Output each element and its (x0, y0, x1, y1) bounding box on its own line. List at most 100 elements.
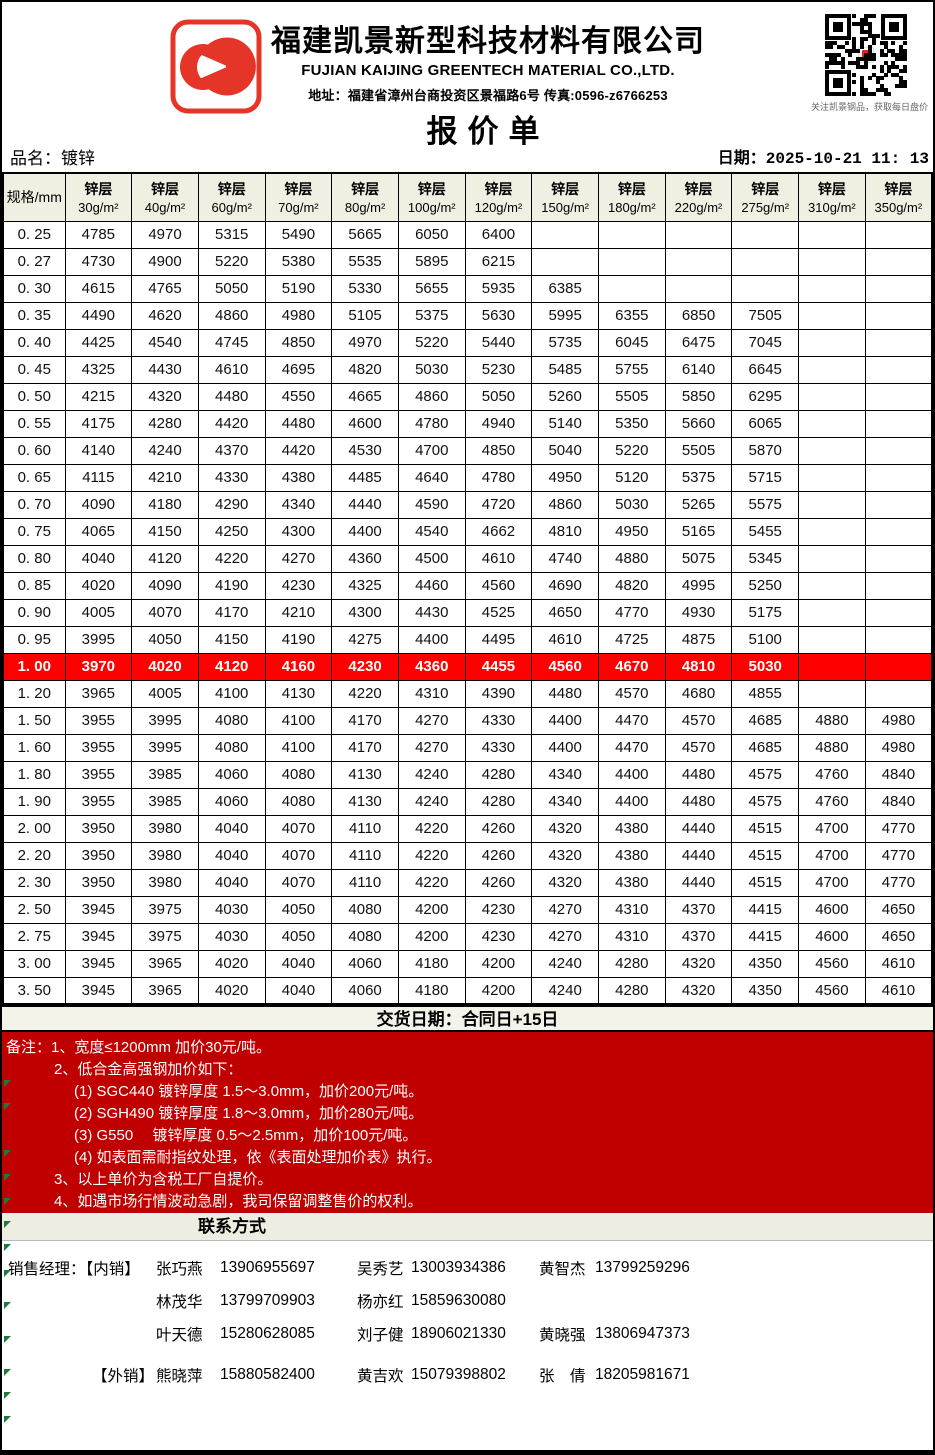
price-cell: 4765 (131, 274, 199, 303)
price-cell: 4350 (731, 976, 800, 1005)
price-cell: 5630 (464, 301, 533, 330)
price-cell: 5190 (264, 274, 333, 303)
spec-cell: 1. 60 (2, 733, 66, 762)
price-cell: 5375 (664, 463, 733, 492)
price-cell: 4240 (531, 976, 599, 1005)
price-cell: 4950 (531, 463, 599, 492)
note-line: 4、如遇市场行情波动急剧，我司保留调整售价的权利。 (54, 1193, 423, 1210)
contact-name: 吴秀艺 (357, 1260, 404, 1278)
price-cell: 4785 (64, 220, 133, 249)
price-cell: 3955 (64, 760, 133, 789)
price-cell: 5715 (731, 463, 800, 492)
price-cell: 5030 (397, 355, 466, 384)
price-cell: 4370 (664, 922, 733, 951)
price-cell: 5345 (731, 544, 800, 573)
spec-cell: 0. 45 (2, 355, 66, 384)
price-cell: 4440 (664, 814, 733, 843)
price-cell: 4070 (131, 598, 199, 627)
price-cell: 6385 (531, 274, 599, 303)
price-cell: 4250 (197, 517, 266, 546)
table-row: 0. 70 4090 4180 4290 4340 4440 4590 4720 4860 503… (2, 490, 933, 519)
price-cell: 5350 (598, 409, 666, 438)
price-cell: 4320 (531, 814, 599, 843)
price-cell: 4970 (131, 220, 199, 249)
quote-date: 日期：2025-10-21 11: 13 (717, 150, 929, 168)
spec-cell: 0. 65 (2, 463, 66, 492)
price-cell: 4080 (197, 706, 266, 735)
price-cell: 4040 (64, 544, 133, 573)
table-row: 1. 20 3965 4005 4100 4130 4220 4310 4390 4480 457… (2, 679, 933, 708)
price-cell: 3965 (131, 949, 199, 978)
table-row: 0. 65 4115 4210 4330 4380 4485 4640 4780 4950 512… (2, 463, 933, 492)
price-cell: 4170 (331, 706, 399, 735)
price-cell: 4200 (464, 949, 533, 978)
price-cell: 4380 (598, 814, 666, 843)
price-cell (798, 301, 866, 330)
contact-name: 刘子健 (357, 1326, 404, 1344)
coating-column-header: 锌层 70g/m² (264, 172, 333, 222)
price-cell: 4070 (264, 814, 333, 843)
price-cell: 4230 (464, 895, 533, 924)
contact-phone: 18906021330 (411, 1324, 506, 1342)
price-cell: 4210 (131, 463, 199, 492)
price-cell: 4480 (531, 679, 599, 708)
price-cell: 4360 (397, 652, 466, 681)
price-cell: 4080 (331, 922, 399, 951)
spec-cell: 1. 90 (2, 787, 66, 816)
price-cell: 5030 (731, 652, 800, 681)
price-cell: 4840 (864, 787, 933, 816)
table-row: 3. 00 3945 3965 4020 4040 4060 4180 4200 4240 428… (2, 949, 933, 978)
price-cell (864, 301, 933, 330)
table-row: 1. 60 3955 3995 4080 4100 4170 4270 4330 4400 447… (2, 733, 933, 762)
table-row: 0. 50 4215 4320 4480 4550 4665 4860 5050 5260 550… (2, 382, 933, 411)
price-cell: 4850 (264, 328, 333, 357)
price-cell: 4600 (331, 409, 399, 438)
row-marker-icon (4, 1150, 11, 1157)
price-cell: 4240 (397, 787, 466, 816)
price-cell (864, 382, 933, 411)
price-cell: 5230 (464, 355, 533, 384)
table-row: 0. 90 4005 4070 4170 4210 4300 4430 4525 4650 477… (2, 598, 933, 627)
price-cell: 5040 (531, 436, 599, 465)
price-cell: 4115 (64, 463, 133, 492)
price-cell: 4240 (531, 949, 599, 978)
spec-cell: 2. 75 (2, 922, 66, 951)
product-name: 品名：镀锌 (10, 149, 95, 168)
price-cell: 4560 (798, 976, 866, 1005)
price-cell: 4840 (864, 760, 933, 789)
price-cell: 4500 (397, 544, 466, 573)
price-cell: 4720 (464, 490, 533, 519)
spec-cell: 0. 60 (2, 436, 66, 465)
price-cell: 4120 (131, 544, 199, 573)
note-line: 2、低合金高强钢加价如下： (54, 1061, 243, 1078)
coating-column-header: 锌层 80g/m² (331, 172, 399, 222)
price-cell: 5120 (598, 463, 666, 492)
table-row: 1. 50 3955 3995 4080 4100 4170 4270 4330 4400 447… (2, 706, 933, 735)
price-cell: 4980 (264, 301, 333, 330)
price-cell: 6295 (731, 382, 800, 411)
price-cell: 4855 (731, 679, 800, 708)
table-row: 0. 30 4615 4765 5050 5190 5330 5655 5935 6385 (2, 274, 933, 303)
price-cell: 4300 (331, 598, 399, 627)
price-cell: 4670 (598, 652, 666, 681)
price-cell: 4425 (64, 328, 133, 357)
price-cell (864, 220, 933, 249)
price-cell: 4820 (331, 355, 399, 384)
price-cell: 4180 (131, 490, 199, 519)
price-cell: 4325 (64, 355, 133, 384)
row-marker-icon (4, 1080, 11, 1087)
price-cell: 4320 (664, 949, 733, 978)
price-cell: 6645 (731, 355, 800, 384)
price-cell: 5220 (397, 328, 466, 357)
contact-name: 熊晓萍 (156, 1367, 203, 1385)
price-cell: 4610 (464, 544, 533, 573)
price-cell: 4780 (397, 409, 466, 438)
price-cell (864, 490, 933, 519)
price-cell: 6045 (598, 328, 666, 357)
price-cell: 4430 (131, 355, 199, 384)
delivery-bar: 交货日期：合同日+15日 (2, 1005, 933, 1032)
price-cell: 3975 (131, 922, 199, 951)
price-cell: 3955 (64, 733, 133, 762)
price-cell (798, 409, 866, 438)
coating-column-header: 锌层 150g/m² (531, 172, 599, 222)
